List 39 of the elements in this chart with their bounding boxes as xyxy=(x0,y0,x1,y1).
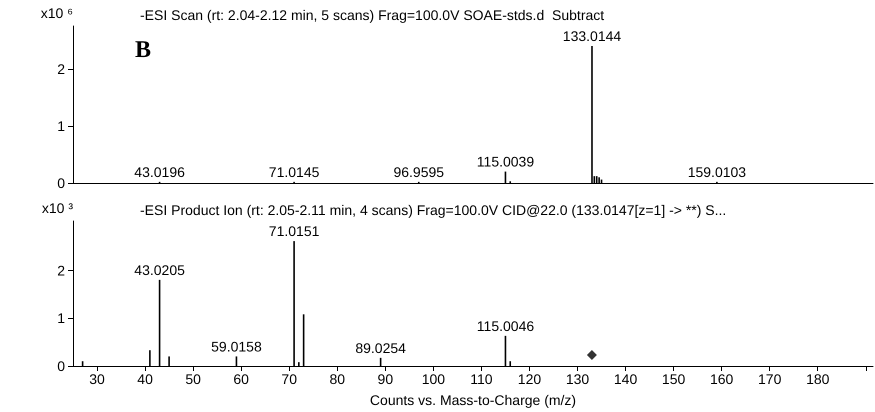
y-tick-label: 0 xyxy=(57,175,66,191)
x-tick-label: 50 xyxy=(185,371,202,387)
annotation: 59.0158 xyxy=(211,338,262,354)
y-tick-label: 1 xyxy=(57,118,66,134)
y-axis-title: x10 ³ xyxy=(42,200,74,216)
annotation: 115.0046 xyxy=(476,318,534,334)
x-tick-label: 70 xyxy=(281,371,298,387)
annotation: 71.0151 xyxy=(268,223,320,240)
annotation: 96.9595 xyxy=(393,164,444,180)
annotation: 43.0196 xyxy=(134,164,186,180)
y-tick-label: 2 xyxy=(57,60,66,77)
x-tick-label: 60 xyxy=(233,371,250,387)
y-axis-title: x10 ⁶ xyxy=(40,5,73,21)
x-tick-label: 30 xyxy=(89,371,106,387)
x-tick-label: 110 xyxy=(470,371,493,387)
x-tick-label: 140 xyxy=(614,371,638,387)
annotation: 159.0103 xyxy=(688,164,746,180)
x-tick-label: 120 xyxy=(518,371,542,387)
x-tick-label: 130 xyxy=(566,371,590,387)
x-tick-label: 160 xyxy=(710,371,734,387)
x-tick-label: 90 xyxy=(378,371,394,387)
chart-title: -ESI Product Ion (rt: 2.05-2.11 min, 4 scans) Frag=100.0V CID@22.0 (133.0147[z=1] -> **) S... xyxy=(140,202,726,218)
annotation: 115.0039 xyxy=(476,154,534,170)
x-tick-label: 80 xyxy=(329,371,346,387)
x-axis-title: Counts vs. Mass-to-Charge (m/z) xyxy=(370,392,576,408)
x-tick-label: 180 xyxy=(806,371,830,387)
y-tick-label: 1 xyxy=(57,310,66,326)
x-tick-label: 170 xyxy=(758,371,782,387)
x-tick-label: 40 xyxy=(137,371,154,387)
y-tick-label: 0 xyxy=(57,358,66,374)
x-tick-label: 150 xyxy=(662,371,686,387)
annotation: 133.0144 xyxy=(562,28,622,44)
annotation: 89.0254 xyxy=(355,340,406,356)
x-tick-label: 100 xyxy=(422,371,446,387)
annotation: 43.0205 xyxy=(134,262,186,278)
annotation: 71.0145 xyxy=(268,164,320,180)
y-tick-label: 2 xyxy=(57,262,66,278)
chart-title: -ESI Scan (rt: 2.04-2.12 min, 5 scans) Frag=100.0V SOAE-stds.d Subtract xyxy=(140,7,604,23)
annotation: B xyxy=(135,37,152,63)
